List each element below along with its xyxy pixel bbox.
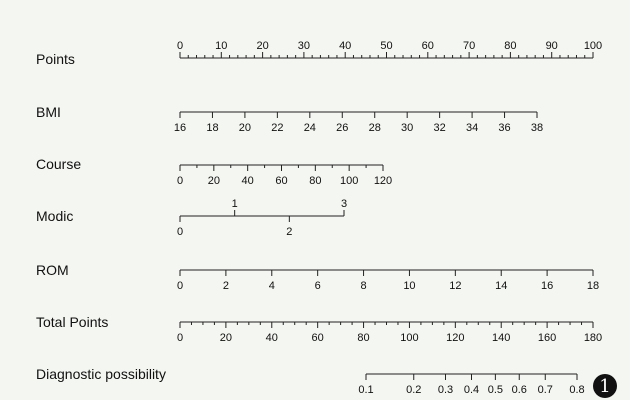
badge-number: 1 <box>599 376 610 397</box>
row-label-points: Points <box>36 51 75 67</box>
tick-label-modic-3: 3 <box>341 198 347 210</box>
tick-label-total-points-180: 180 <box>584 332 602 344</box>
tick-label-points-100: 100 <box>584 40 602 52</box>
row-modic: Modic 1 3 0 2 <box>36 198 347 238</box>
tick-label-total-points-60: 60 <box>312 332 324 344</box>
tick-label-rom-18: 18 <box>587 280 599 292</box>
tick-label-diagnostic-possibility-0-6: 0.6 <box>512 384 527 396</box>
tick-label-diagnostic-possibility-0-3: 0.3 <box>438 384 453 396</box>
tick-label-course-80: 80 <box>309 175 321 187</box>
row-label-rom: ROM <box>36 262 69 278</box>
tick-label-total-points-140: 140 <box>492 332 510 344</box>
tick-label-bmi-32: 32 <box>434 122 446 134</box>
tick-label-total-points-20: 20 <box>220 332 232 344</box>
tick-label-bmi-36: 36 <box>498 122 510 134</box>
row-rom: ROM 0 2 4 6 8 10 12 14 16 18 <box>36 262 599 292</box>
row-diagnostic-possibility: Diagnostic possibility 0.1 0.2 0.3 0.4 0.5 0.6… <box>36 366 585 396</box>
tick-label-bmi-28: 28 <box>369 122 381 134</box>
tick-label-rom-0: 0 <box>177 280 183 292</box>
row-bmi: BMI 16 18 20 22 24 26 28 30 32 34 36 38 <box>36 104 543 134</box>
tick-label-total-points-100: 100 <box>400 332 418 344</box>
tick-label-bmi-26: 26 <box>336 122 348 134</box>
tick-label-rom-10: 10 <box>403 280 415 292</box>
row-label-course: Course <box>36 156 81 172</box>
figure-badge: 1 <box>593 374 617 398</box>
tick-label-modic-0: 0 <box>177 226 183 238</box>
badge-circle <box>593 374 617 398</box>
tick-label-points-30: 30 <box>298 40 310 52</box>
tick-label-total-points-160: 160 <box>538 332 556 344</box>
tick-label-total-points-120: 120 <box>446 332 464 344</box>
tick-label-bmi-22: 22 <box>271 122 283 134</box>
tick-label-points-80: 80 <box>504 40 516 52</box>
row-label-modic: Modic <box>36 208 73 224</box>
tick-label-total-points-80: 80 <box>357 332 369 344</box>
tick-label-modic-2: 2 <box>286 226 292 238</box>
tick-label-rom-4: 4 <box>269 280 275 292</box>
tick-label-diagnostic-possibility-0-7: 0.7 <box>538 384 553 396</box>
row-label-total-points: Total Points <box>36 314 108 330</box>
row-course: Course 0 20 40 60 80 100 120 <box>36 156 392 187</box>
tick-label-points-0: 0 <box>177 40 183 52</box>
tick-label-points-20: 20 <box>256 40 268 52</box>
row-points: Points 0 10 20 30 40 50 60 70 80 90 100 <box>36 40 602 67</box>
tick-label-rom-14: 14 <box>495 280 507 292</box>
tick-label-diagnostic-possibility-0-4: 0.4 <box>464 384 479 396</box>
tick-label-bmi-18: 18 <box>206 122 218 134</box>
tick-label-bmi-30: 30 <box>401 122 413 134</box>
tick-label-points-40: 40 <box>339 40 351 52</box>
tick-label-bmi-16: 16 <box>174 122 186 134</box>
tick-label-points-50: 50 <box>380 40 392 52</box>
tick-label-total-points-0: 0 <box>177 332 183 344</box>
tick-label-modic-1: 1 <box>232 198 238 210</box>
tick-label-bmi-24: 24 <box>304 122 316 134</box>
tick-label-bmi-20: 20 <box>239 122 251 134</box>
tick-label-course-20: 20 <box>208 175 220 187</box>
tick-label-course-60: 60 <box>275 175 287 187</box>
tick-label-points-90: 90 <box>546 40 558 52</box>
tick-label-diagnostic-possibility-0-2: 0.2 <box>406 384 421 396</box>
tick-label-points-70: 70 <box>463 40 475 52</box>
tick-label-rom-2: 2 <box>223 280 229 292</box>
tick-label-course-40: 40 <box>242 175 254 187</box>
tick-label-course-0: 0 <box>177 175 183 187</box>
tick-label-course-120: 120 <box>374 175 392 187</box>
tick-label-points-10: 10 <box>215 40 227 52</box>
tick-label-diagnostic-possibility-0-5: 0.5 <box>488 384 503 396</box>
tick-label-points-60: 60 <box>422 40 434 52</box>
tick-label-rom-6: 6 <box>315 280 321 292</box>
tick-label-total-points-40: 40 <box>266 332 278 344</box>
tick-label-bmi-34: 34 <box>466 122 478 134</box>
tick-label-rom-12: 12 <box>449 280 461 292</box>
tick-label-rom-8: 8 <box>360 280 366 292</box>
tick-label-course-100: 100 <box>340 175 358 187</box>
tick-label-rom-16: 16 <box>541 280 553 292</box>
tick-label-diagnostic-possibility-0-1: 0.1 <box>358 384 373 396</box>
tick-label-diagnostic-possibility-0-8: 0.8 <box>569 384 584 396</box>
row-total-points: Total Points 0 20 40 60 80 100 120 140 160 180 <box>36 314 602 344</box>
row-label-bmi: BMI <box>36 104 61 120</box>
row-label-diagnostic-possibility: Diagnostic possibility <box>36 366 166 382</box>
tick-label-bmi-38: 38 <box>531 122 543 134</box>
